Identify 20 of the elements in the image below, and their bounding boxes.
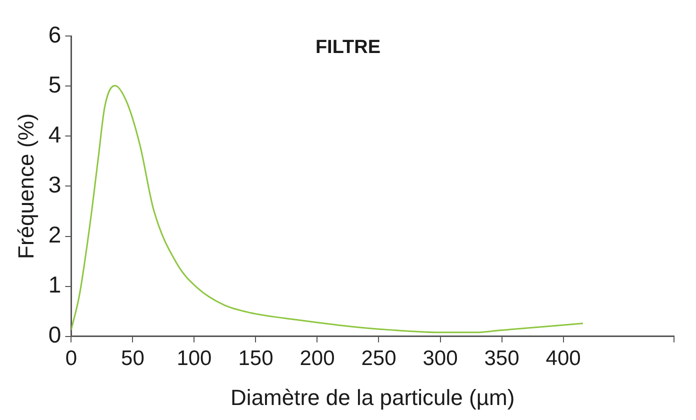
chart-title: FILTRE (315, 37, 381, 58)
x-tick-label: 0 (65, 346, 78, 370)
line-series (71, 84, 584, 334)
y-tick-label: 1 (48, 272, 62, 298)
y-tick-label: 0 (48, 322, 62, 348)
x-tick-label: 150 (238, 346, 274, 370)
x-tick-label: 50 (121, 346, 144, 370)
x-tick-label: 400 (546, 346, 581, 370)
y-tick-label: 3 (48, 172, 62, 198)
y-tick-label: 4 (48, 121, 62, 148)
x-tick-label: 350 (484, 346, 520, 370)
y-tick-label: 5 (48, 71, 62, 98)
y-tick-label: 6 (48, 21, 62, 48)
x-tick-label: 200 (300, 346, 335, 370)
x-axis-title: Diamètre de la particule (µm) (230, 384, 515, 410)
y-axis-title: Fréquence (%) (13, 113, 38, 259)
y-tick-label: 2 (48, 222, 62, 248)
x-tick-label: 300 (422, 346, 458, 370)
x-tick-label: 100 (176, 346, 212, 370)
x-tick-label: 250 (361, 346, 396, 370)
